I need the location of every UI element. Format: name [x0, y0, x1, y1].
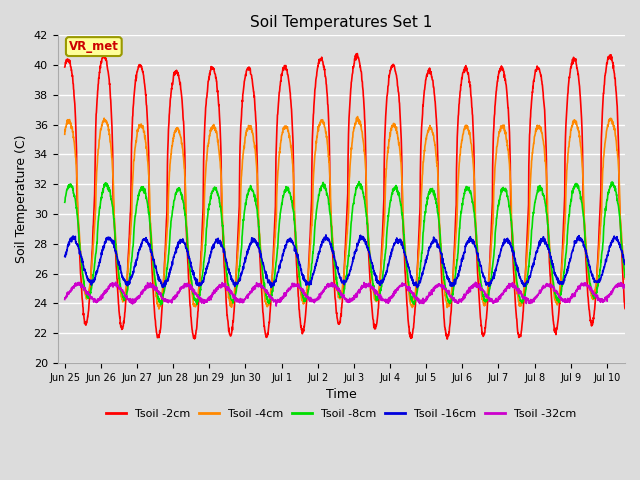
- X-axis label: Time: Time: [326, 388, 356, 401]
- Title: Soil Temperatures Set 1: Soil Temperatures Set 1: [250, 15, 433, 30]
- Y-axis label: Soil Temperature (C): Soil Temperature (C): [15, 135, 28, 264]
- Text: VR_met: VR_met: [69, 40, 119, 53]
- Legend: Tsoil -2cm, Tsoil -4cm, Tsoil -8cm, Tsoil -16cm, Tsoil -32cm: Tsoil -2cm, Tsoil -4cm, Tsoil -8cm, Tsoi…: [102, 404, 580, 423]
